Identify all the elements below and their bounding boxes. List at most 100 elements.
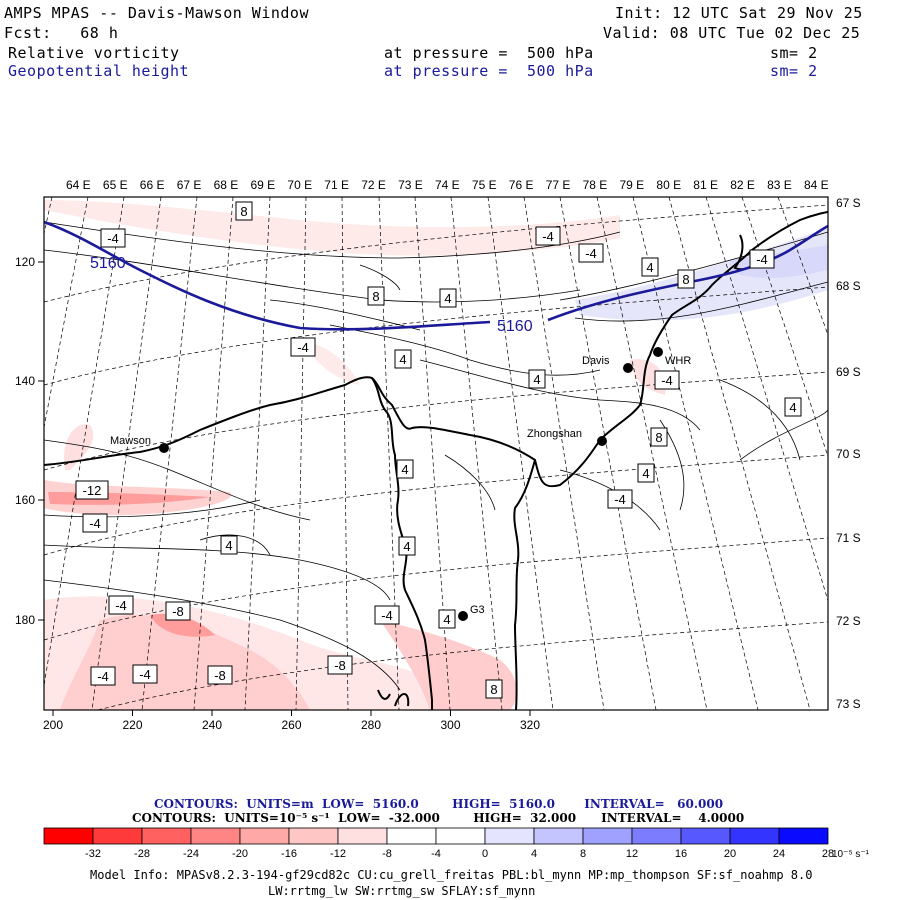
- svg-text:-4: -4: [107, 231, 119, 246]
- station-g3-marker: [458, 611, 468, 621]
- lat-label: 69 S: [836, 365, 861, 379]
- lat-label: 70 S: [836, 447, 861, 461]
- vorticity-label: -8: [207, 665, 233, 685]
- lon-label: 76 E: [509, 178, 534, 192]
- lat-label: 72 S: [836, 614, 861, 628]
- field1-smoothing: sm= 2: [770, 44, 818, 62]
- vorticity-label: 8: [485, 679, 503, 699]
- plot-title: AMPS MPAS -- Davis-Mawson Window: [4, 4, 309, 22]
- lon-label: 64 E: [66, 178, 91, 192]
- field2-level: at pressure = 500 hPa: [384, 62, 594, 80]
- svg-text:-4: -4: [97, 669, 109, 684]
- scale-label: 28: [822, 848, 834, 860]
- scale-swatch: [386, 827, 437, 845]
- vorticity-label: -4: [749, 249, 775, 269]
- vorticity-label: -4: [90, 666, 116, 686]
- map-axes: 64 E 65 E 66 E 67 E 68 E 69 E 70 E 71 E 72 E 73 E…: [15, 178, 861, 732]
- height-contour-5160: [44, 220, 828, 331]
- vorticity-label: -4: [654, 370, 680, 390]
- scale-label: 20: [724, 848, 736, 860]
- scale-label: -12: [330, 848, 346, 860]
- vorticity-label: -4: [578, 243, 604, 263]
- scale-label: -24: [183, 848, 199, 860]
- svg-text:-4: -4: [115, 598, 127, 613]
- svg-text:4: 4: [443, 612, 450, 627]
- graticule-parallels: [44, 204, 828, 710]
- vorticity-label: -4: [100, 228, 126, 248]
- lon-label: 77 E: [546, 178, 571, 192]
- x-tick-label: 260: [281, 718, 301, 732]
- station-davis-marker: [623, 363, 633, 373]
- legend-contours-vorticity: CONTOURS: UNITS=10⁻⁵ s⁻¹ LOW= -32.000 HI…: [132, 811, 745, 825]
- vorticity-labels: -4 8 -4 -4 8 4 -4 4 8 -4 4 4 -4 4 8 4 -12 -4 4 4 -8 -4 -4 -8 -4 -…: [75, 201, 802, 699]
- lon-label: 70 E: [287, 178, 312, 192]
- legend-contours-height: CONTOURS: UNITS=m LOW= 5160.0 HIGH= 5160…: [154, 797, 724, 811]
- svg-text:4: 4: [225, 538, 232, 553]
- station-davis-label: Davis: [582, 355, 610, 367]
- field1-level: at pressure = 500 hPa: [384, 44, 594, 62]
- svg-text:-4: -4: [381, 608, 393, 623]
- model-info-physics: LW:rrtmg_lw SW:rrtmg_sw SFLAY:sf_mynn: [268, 884, 536, 898]
- station-mawson-marker: [159, 443, 169, 453]
- svg-text:-4: -4: [756, 252, 768, 267]
- scale-label: 0: [482, 848, 488, 860]
- scale-label: -32: [85, 848, 101, 860]
- x-tick-label: 300: [440, 718, 460, 732]
- svg-text:4: 4: [401, 462, 408, 477]
- lon-label: 71 E: [324, 178, 349, 192]
- y-tick-label: 160: [15, 493, 35, 507]
- scale-label: -4: [431, 848, 441, 860]
- scale-units: 10⁻⁵ s⁻¹: [832, 849, 870, 860]
- svg-text:-12: -12: [83, 483, 102, 498]
- lon-label: 83 E: [767, 178, 792, 192]
- station-g3-label: G3: [470, 604, 485, 616]
- scale-swatch: [288, 827, 339, 845]
- vorticity-label: 4: [439, 288, 457, 308]
- x-tick-label: 220: [122, 718, 142, 732]
- lon-label: 67 E: [177, 178, 202, 192]
- svg-text:8: 8: [372, 289, 379, 304]
- scale-label: 4: [531, 848, 537, 860]
- svg-text:8: 8: [682, 272, 689, 287]
- y-tick-label: 180: [15, 613, 35, 627]
- svg-text:8: 8: [490, 682, 497, 697]
- vorticity-contours: [44, 221, 828, 691]
- lon-label: 78 E: [583, 178, 608, 192]
- svg-text:4: 4: [444, 291, 451, 306]
- vorticity-label: -8: [327, 655, 353, 675]
- model-info: Model Info: MPASv8.2.3-194-gf29cd82c CU:…: [90, 868, 813, 882]
- vorticity-label: -4: [290, 337, 316, 357]
- scale-swatch: [729, 827, 780, 845]
- svg-text:4: 4: [646, 260, 653, 275]
- lat-label: 68 S: [836, 279, 861, 293]
- lon-label: 73 E: [398, 178, 423, 192]
- scale-swatch: [680, 827, 731, 845]
- lon-label: 74 E: [435, 178, 460, 192]
- lon-label: 82 E: [730, 178, 755, 192]
- svg-text:4: 4: [642, 466, 649, 481]
- svg-text:4: 4: [533, 372, 540, 387]
- scale-swatch: [141, 827, 192, 845]
- lat-label: 73 S: [836, 697, 861, 711]
- vorticity-label: 8: [650, 427, 668, 447]
- scale-label: -28: [134, 848, 150, 860]
- field2-smoothing: sm= 2: [770, 62, 818, 80]
- y-tick-label: 120: [15, 255, 35, 269]
- lat-label: 71 S: [836, 531, 861, 545]
- svg-text:-4: -4: [139, 667, 151, 682]
- svg-text:-4: -4: [89, 516, 101, 531]
- scale-swatch: [92, 827, 143, 845]
- vorticity-label: -4: [132, 664, 158, 684]
- vorticity-label: -12: [75, 480, 109, 500]
- lon-label: 80 E: [656, 178, 681, 192]
- scale-swatch: [435, 827, 486, 845]
- vorticity-label: -4: [607, 489, 633, 509]
- svg-text:-4: -4: [542, 229, 554, 244]
- vorticity-label: -4: [108, 595, 134, 615]
- vorticity-label: 4: [784, 397, 802, 417]
- color-scale: -32 -28 -24 -20 -16 -12 -8 -4 0 4 8 12 16 20 24 2810⁻⁵ …: [43, 827, 870, 860]
- vorticity-label: 4: [528, 369, 546, 389]
- y-tick-label: 140: [15, 374, 35, 388]
- svg-text:-4: -4: [614, 492, 626, 507]
